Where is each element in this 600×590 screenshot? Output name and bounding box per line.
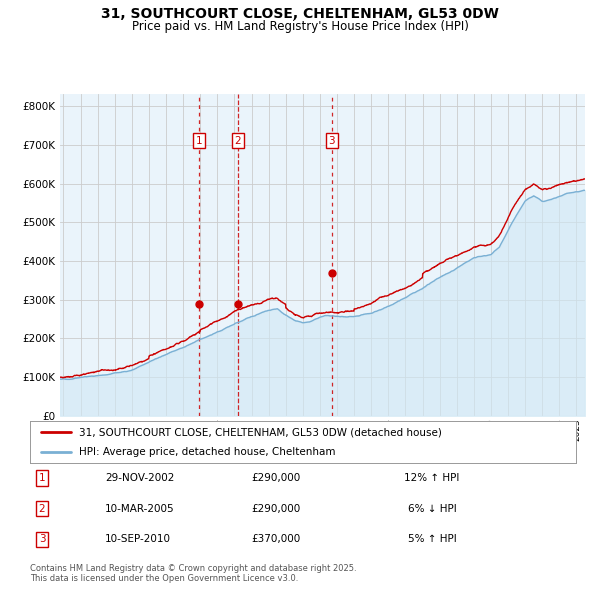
Text: 12% ↑ HPI: 12% ↑ HPI: [404, 473, 460, 483]
Text: Contains HM Land Registry data © Crown copyright and database right 2025.
This d: Contains HM Land Registry data © Crown c…: [30, 563, 356, 583]
Text: 6% ↓ HPI: 6% ↓ HPI: [407, 504, 457, 513]
Text: 2: 2: [38, 504, 46, 513]
Text: 10-MAR-2005: 10-MAR-2005: [105, 504, 175, 513]
Text: 29-NOV-2002: 29-NOV-2002: [105, 473, 175, 483]
Text: 2: 2: [235, 136, 241, 146]
Text: 31, SOUTHCOURT CLOSE, CHELTENHAM, GL53 0DW (detached house): 31, SOUTHCOURT CLOSE, CHELTENHAM, GL53 0…: [79, 427, 442, 437]
Text: £290,000: £290,000: [251, 473, 301, 483]
Text: HPI: Average price, detached house, Cheltenham: HPI: Average price, detached house, Chel…: [79, 447, 335, 457]
Text: 3: 3: [328, 136, 335, 146]
Text: 5% ↑ HPI: 5% ↑ HPI: [407, 535, 457, 544]
Text: Price paid vs. HM Land Registry's House Price Index (HPI): Price paid vs. HM Land Registry's House …: [131, 20, 469, 33]
Text: £290,000: £290,000: [251, 504, 301, 513]
Text: £370,000: £370,000: [251, 535, 301, 544]
Text: 1: 1: [196, 136, 202, 146]
Text: 31, SOUTHCOURT CLOSE, CHELTENHAM, GL53 0DW: 31, SOUTHCOURT CLOSE, CHELTENHAM, GL53 0…: [101, 7, 499, 21]
Text: 3: 3: [38, 535, 46, 544]
Text: 1: 1: [38, 473, 46, 483]
Text: 10-SEP-2010: 10-SEP-2010: [105, 535, 171, 544]
